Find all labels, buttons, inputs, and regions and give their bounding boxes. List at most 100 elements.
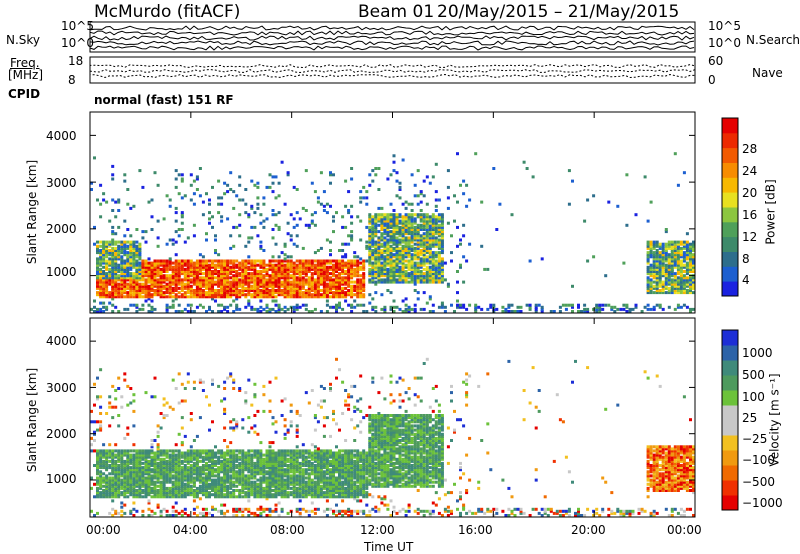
velocity-cell [250,489,254,492]
velocity-cell [96,464,99,467]
power-cell [413,265,417,269]
power-cell [274,278,278,282]
power-cell [492,167,496,170]
power-cell [313,267,317,271]
power-cell [377,215,381,219]
power-cell [99,293,103,297]
power-cell [425,270,429,273]
velocity-cell [108,405,112,409]
power-cell [310,263,314,267]
power-cell [413,253,417,257]
velocity-cell [138,474,142,478]
power-cell [431,230,435,234]
velocity-cell [96,459,99,463]
power-cell [126,284,130,288]
power-cell [99,270,103,273]
velocity-cell [189,470,193,474]
power-cell [319,282,323,286]
power-cell [673,265,677,269]
velocity-cell [192,495,196,499]
velocity-cell [168,449,172,453]
velocity-cell [247,509,251,513]
power-cell [316,291,320,295]
power-cell [141,272,145,276]
power-cell [383,278,387,282]
power-cell [456,291,459,295]
power-cell [292,282,296,286]
velocity-cell [241,509,245,513]
power-cell [655,259,659,263]
power-cell [646,259,650,263]
power-cell [571,305,574,309]
power-cell [434,219,438,223]
power-cell [298,291,302,295]
velocity-cell [105,482,109,486]
power-cell [377,261,381,265]
velocity-cell [156,478,160,482]
power-cell [335,305,338,309]
power-cell [658,242,662,246]
velocity-cell [244,466,248,470]
power-cell [123,284,127,288]
velocity-cell [189,489,193,492]
power-cell [129,257,133,261]
velocity-cell [195,455,199,459]
velocity-cell [232,387,236,390]
velocity-cell [247,480,251,484]
velocity-cell [250,480,254,484]
velocity-cell [141,451,145,455]
power-cell [211,276,214,280]
power-cell [404,253,408,257]
velocity-cell [126,426,130,430]
power-cell [670,286,674,290]
power-cell [126,265,130,269]
power-cell [646,253,650,257]
velocity-cell [214,453,217,457]
power-cell [265,274,269,278]
power-cell [368,280,372,284]
power-cell [676,286,680,290]
power-cell [377,280,381,284]
power-cell [676,249,680,252]
power-cell [676,291,680,295]
velocity-cell [165,401,169,405]
power-cell [329,261,332,265]
power-cell [422,291,426,295]
power-cell [165,276,169,280]
power-cell [332,274,335,278]
power-cell [247,272,251,276]
power-cell [398,240,402,244]
power-cell [371,223,375,227]
velocity-cell [223,466,227,470]
power-cell [186,295,190,299]
velocity-cell [223,493,227,497]
power-cell [280,274,284,278]
power-ytick-2000: 2000 [46,222,77,236]
power-cell [310,282,314,286]
power-cell [171,274,175,278]
velocity-cell [256,457,260,461]
velocity-cell [96,491,99,495]
power-cell [114,240,118,244]
velocity-cell [114,464,118,467]
power-cell [165,263,169,267]
power-cell [123,244,127,248]
power-cell [220,265,224,269]
power-cell [661,249,665,252]
velocity-cell [262,470,266,474]
power-cell [108,295,112,299]
velocity-cell [150,514,154,517]
velocity-cell [132,424,136,428]
velocity-cell [141,484,145,488]
velocity-cell [198,478,202,482]
velocity-cell [189,478,193,482]
power-cell [404,259,408,263]
power-cell [679,284,683,288]
velocity-cell [211,505,214,509]
power-cell [111,270,115,273]
power-cell [404,206,408,210]
power-cell [138,249,142,252]
power-cell [419,272,423,276]
power-cell [217,282,221,286]
power-cell [401,272,405,276]
